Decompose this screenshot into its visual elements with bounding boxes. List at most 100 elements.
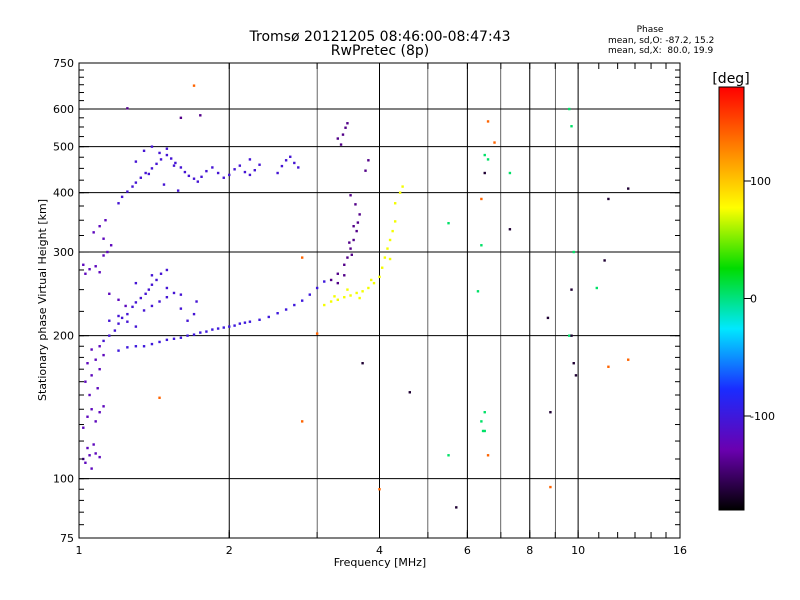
data-point — [126, 320, 129, 323]
data-point — [126, 346, 129, 349]
data-point — [346, 122, 349, 125]
data-point — [570, 334, 573, 337]
data-point — [336, 272, 340, 275]
data-point — [455, 506, 458, 509]
data-point — [172, 337, 176, 340]
data-point — [165, 295, 169, 299]
data-point — [150, 167, 154, 170]
data-point — [343, 263, 346, 266]
data-point — [90, 408, 93, 411]
data-point — [172, 291, 176, 295]
colorbar-gradient — [718, 86, 745, 511]
data-point — [199, 114, 202, 117]
data-point — [222, 176, 225, 179]
data-point — [131, 185, 134, 188]
data-point — [126, 190, 129, 193]
data-point — [134, 325, 138, 328]
data-point — [352, 225, 355, 228]
data-point — [205, 169, 208, 173]
data-point — [186, 334, 189, 337]
data-point — [352, 238, 355, 242]
data-point — [233, 168, 236, 171]
data-point — [174, 161, 177, 165]
data-point — [84, 380, 87, 383]
data-point — [155, 278, 158, 282]
data-point — [370, 278, 373, 282]
y-tick-label: 600 — [53, 103, 74, 116]
data-point — [570, 125, 573, 128]
data-point — [172, 164, 176, 167]
data-point — [300, 256, 304, 259]
data-point — [349, 194, 352, 197]
data-point — [572, 250, 575, 254]
data-point — [284, 159, 288, 162]
data-point — [483, 411, 486, 414]
data-point — [354, 203, 357, 206]
data-point — [147, 172, 151, 176]
x-axis-label: Frequency [MHz] — [334, 556, 426, 569]
data-point — [355, 291, 358, 295]
y-tick-label: 200 — [53, 330, 74, 343]
data-point — [343, 274, 346, 277]
data-point — [86, 362, 89, 365]
data-point — [196, 180, 200, 183]
data-point — [549, 485, 552, 489]
data-point — [627, 187, 630, 190]
phase-heading: Phase — [637, 25, 664, 35]
data-point — [447, 454, 450, 457]
data-point — [108, 319, 111, 322]
data-point — [350, 253, 353, 256]
data-point — [109, 244, 113, 247]
x-tick-label: 10 — [571, 544, 585, 557]
data-point — [134, 281, 138, 285]
data-point — [356, 221, 360, 224]
data-point — [323, 280, 326, 283]
data-point — [300, 420, 304, 423]
data-point — [90, 467, 93, 470]
x-tick-label: 1 — [76, 544, 83, 557]
data-point — [159, 158, 163, 161]
data-point — [211, 166, 214, 169]
data-point — [165, 153, 169, 157]
data-point — [276, 312, 279, 315]
data-point — [117, 298, 120, 301]
data-point — [339, 143, 343, 146]
data-point — [108, 292, 111, 296]
data-point — [336, 137, 340, 140]
data-point — [195, 300, 198, 303]
data-point — [102, 237, 105, 240]
data-point — [378, 488, 381, 491]
data-point — [176, 189, 180, 192]
data-point — [165, 286, 169, 290]
data-point — [216, 171, 220, 175]
data-point — [386, 247, 389, 250]
data-point — [346, 288, 349, 291]
data-point — [126, 312, 129, 316]
data-point — [165, 147, 169, 150]
y-tick-label: 750 — [53, 57, 74, 70]
data-point — [284, 308, 288, 311]
data-point — [179, 307, 183, 310]
data-point — [200, 175, 203, 178]
data-point — [480, 244, 483, 247]
data-point — [134, 301, 138, 304]
data-point — [117, 349, 120, 352]
x-tick-label: 2 — [226, 544, 233, 557]
data-point — [315, 332, 319, 335]
y-axis-label: Stationary phase Virtual Height [km] — [36, 199, 49, 401]
data-point — [98, 367, 101, 371]
data-point — [483, 153, 486, 157]
data-point — [205, 330, 208, 333]
data-point — [144, 292, 147, 296]
data-point — [150, 342, 154, 346]
colorbar-tick-label: -100 — [750, 410, 775, 423]
x-axis: 1 2 4 6 8 10 16 — [76, 63, 687, 557]
colorbar: [deg] 100 0 -100 — [712, 71, 775, 511]
data-point — [358, 296, 361, 300]
data-point — [574, 374, 578, 377]
data-point — [280, 164, 284, 168]
y-tick-label: 300 — [53, 246, 74, 259]
x-tick-label: 16 — [673, 544, 687, 557]
data-point — [315, 286, 319, 290]
data-point — [393, 220, 397, 223]
